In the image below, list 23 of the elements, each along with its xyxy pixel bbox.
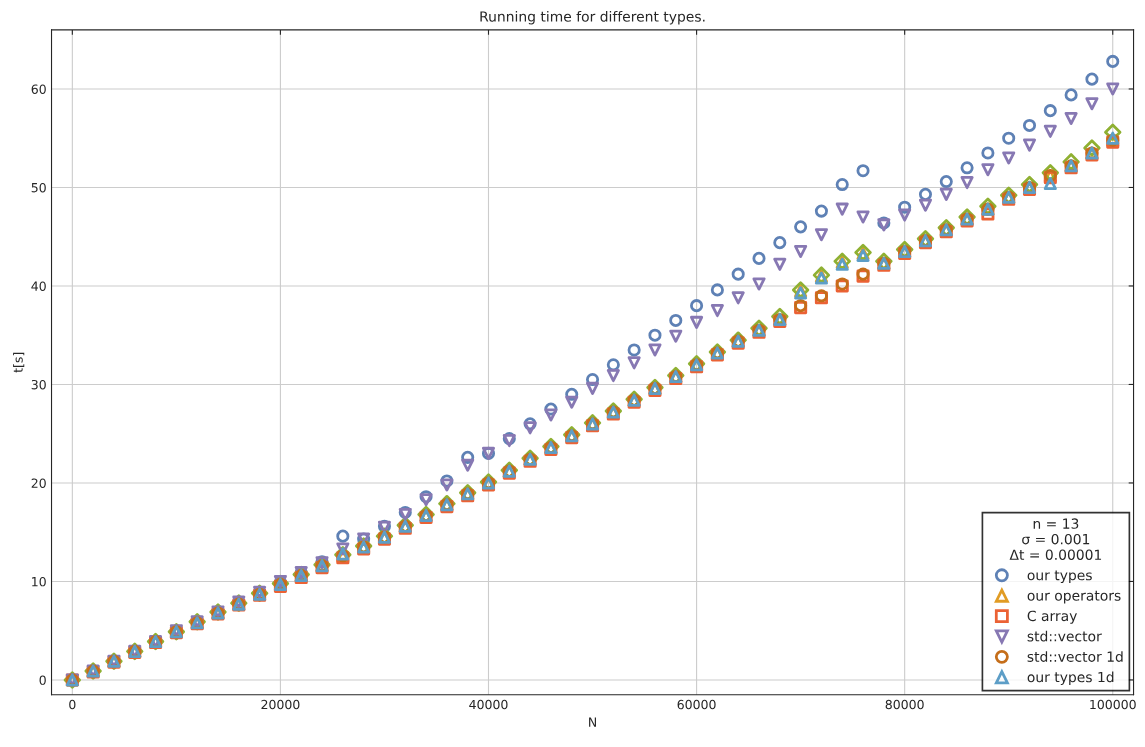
legend-label: our operators — [1027, 590, 1121, 604]
legend-label: std::vector 1d — [1027, 651, 1123, 662]
y-tick-label: 0 — [39, 675, 46, 685]
y-tick-label: 30 — [31, 379, 46, 390]
x-tick-label: 100000 — [1090, 699, 1136, 710]
legend-title: n = 13 σ = 0.001 Δt = 0.00001 — [1009, 518, 1102, 560]
legend-label: our types 1d — [1027, 671, 1114, 685]
x-tick-label: 0 — [69, 699, 76, 710]
y-tick-label: 20 — [31, 478, 46, 488]
legend-label: std::vector — [1027, 630, 1102, 642]
legend-label: C array — [1027, 610, 1077, 624]
chart-title: Running time for different types. — [480, 10, 705, 25]
y-axis-title: t[s] — [13, 352, 25, 373]
x-tick-label: 80000 — [885, 699, 924, 710]
y-tick-label: 60 — [31, 84, 46, 94]
x-tick-label: 60000 — [677, 699, 716, 710]
y-tick-label: 50 — [31, 182, 46, 193]
x-tick-label: 40000 — [469, 699, 508, 710]
x-tick-label: 20000 — [261, 699, 300, 710]
x-axis-title: N — [589, 717, 596, 727]
y-tick-label: 10 — [32, 576, 46, 587]
legend-label: our types — [1027, 570, 1092, 584]
y-tick-label: 40 — [31, 281, 46, 291]
